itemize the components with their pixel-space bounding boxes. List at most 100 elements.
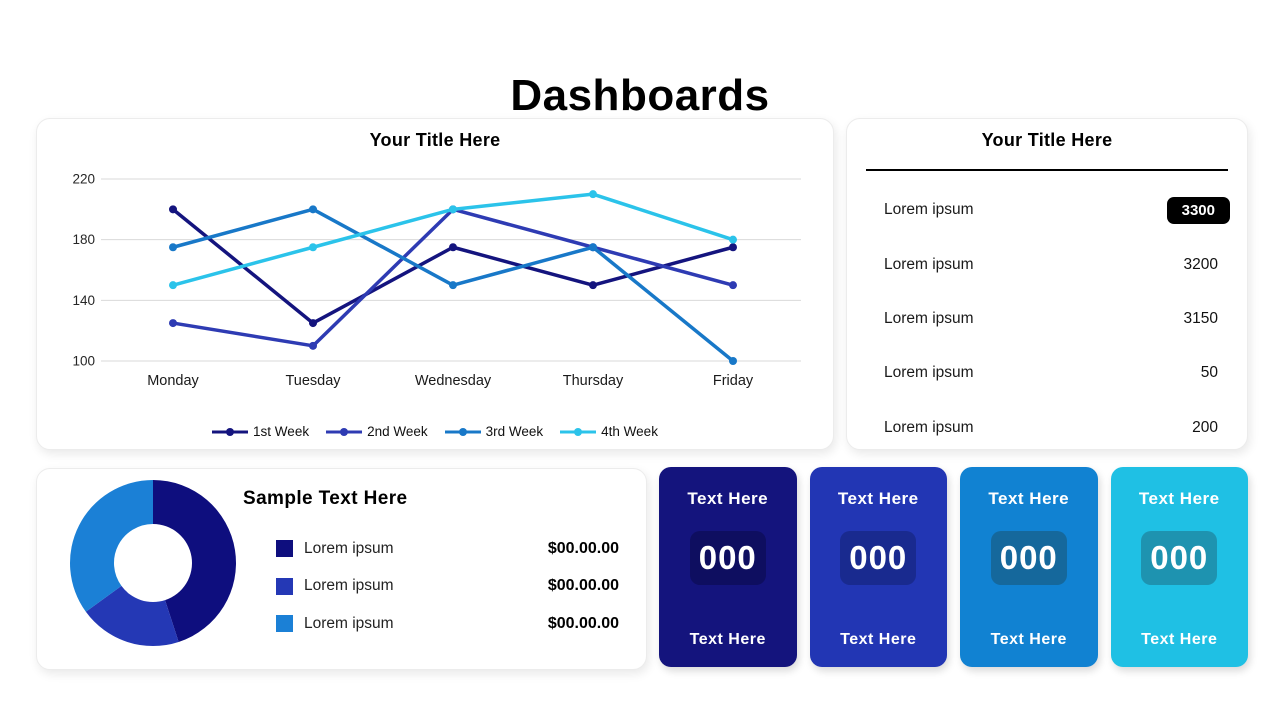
data-point-marker xyxy=(169,205,177,214)
data-point-marker xyxy=(589,281,597,290)
line-chart: 220 180 140 100 Monday Tuesday Wednesday Thursd… xyxy=(72,172,801,389)
color-swatch-icon xyxy=(276,615,293,633)
legend-marker-icon xyxy=(326,427,363,436)
stats-row-value: 200 xyxy=(1192,418,1218,436)
kpi-bottom-label: Text Here xyxy=(1141,631,1218,648)
stats-row-value: 50 xyxy=(1200,364,1218,382)
kpi-card: Text Here 000 Text Here xyxy=(1110,467,1248,667)
legend-item: 2nd Week xyxy=(326,424,428,439)
x-axis-category-label: Wednesday xyxy=(415,373,492,389)
kpi-card: Text Here 000 Text Here xyxy=(960,467,1098,667)
y-axis-tick-label: 180 xyxy=(72,232,95,247)
data-point-marker xyxy=(309,205,317,214)
stats-row: Lorem ipsum 3150 xyxy=(884,292,1218,346)
data-point-marker xyxy=(309,341,317,350)
kpi-bottom-label: Text Here xyxy=(840,631,917,648)
stats-row-value: 3150 xyxy=(1183,309,1218,327)
stats-row-label: Lorem ipsum xyxy=(884,255,974,273)
data-point-marker xyxy=(449,205,457,214)
y-axis-tick-label: 100 xyxy=(72,354,95,369)
stats-row-value: 3200 xyxy=(1183,255,1218,273)
data-point-marker xyxy=(589,190,597,199)
x-axis-category-label: Thursday xyxy=(563,373,624,389)
page-title: Dashboards xyxy=(510,71,770,121)
legend-label: 4th Week xyxy=(601,424,658,439)
data-point-marker xyxy=(729,357,737,365)
kpi-card: Text Here 000 Text Here xyxy=(659,467,797,667)
data-point-marker xyxy=(169,319,177,328)
stats-row: Lorem ipsum 3300 xyxy=(884,183,1230,237)
donut-legend-label: Lorem ipsum xyxy=(304,539,394,557)
legend-item: 3rd Week xyxy=(444,424,544,439)
legend-marker-icon xyxy=(212,427,249,436)
data-point-marker xyxy=(449,243,457,252)
donut-slice xyxy=(153,480,236,642)
stats-value-badge: 3300 xyxy=(1166,196,1230,224)
data-point-marker xyxy=(169,243,177,252)
y-axis-tick-label: 220 xyxy=(72,172,95,187)
stats-row: Lorem ipsum 3200 xyxy=(884,237,1218,291)
kpi-value-box: 000 xyxy=(990,531,1067,585)
kpi-top-label: Text Here xyxy=(988,489,1070,508)
kpi-card-row: Text Here 000 Text Here Text Here 000 Text He… xyxy=(659,467,1248,667)
kpi-value-box: 000 xyxy=(840,531,917,585)
donut-legend-row: Lorem ipsum $00.00.00 xyxy=(276,605,619,643)
line-chart-card: Your Title Here 220 180 140 100 Monday Tuesda… xyxy=(36,118,834,450)
kpi-top-label: Text Here xyxy=(687,489,769,508)
donut-card-title: Sample Text Here xyxy=(243,488,408,509)
donut-legend-amount: $00.00.00 xyxy=(547,539,619,557)
stats-rows: Lorem ipsum 3300 Lorem ipsum 3200 Lorem ipsu… xyxy=(884,183,1230,455)
data-point-marker xyxy=(589,243,597,252)
color-swatch-icon xyxy=(276,577,293,595)
donut-legend-row: Lorem ipsum $00.00.00 xyxy=(276,568,619,606)
x-axis-category-label: Friday xyxy=(713,373,754,389)
line-chart-legend: 1st Week 2nd Week 3rd Week 4th Week xyxy=(37,424,833,439)
x-axis-category-label: Tuesday xyxy=(285,373,341,389)
kpi-value-box: 000 xyxy=(1141,531,1218,585)
donut-legend-label: Lorem ipsum xyxy=(304,577,394,595)
donut-legend-amount: $00.00.00 xyxy=(547,577,619,595)
x-axis-category-label: Monday xyxy=(147,373,199,389)
donut-card: Sample Text Here Lorem ipsum $00.00.00 Lor… xyxy=(36,468,647,670)
stats-card: Your Title Here Lorem ipsum 3300 Lorem ips… xyxy=(846,118,1248,450)
legend-item: 4th Week xyxy=(560,424,658,439)
stats-row: Lorem ipsum 200 xyxy=(884,401,1218,455)
donut-chart xyxy=(70,480,236,646)
divider xyxy=(866,169,1228,171)
donut-legend-row: Lorem ipsum $00.00.00 xyxy=(276,530,619,568)
stats-row-label: Lorem ipsum xyxy=(884,201,974,219)
kpi-value-box: 000 xyxy=(689,531,766,585)
legend-label: 2nd Week xyxy=(367,424,428,439)
legend-marker-icon xyxy=(560,427,597,436)
data-point-marker xyxy=(729,243,737,252)
donut-legend-amount: $00.00.00 xyxy=(547,614,619,632)
y-axis-tick-label: 140 xyxy=(72,293,95,308)
stats-row: Lorem ipsum 50 xyxy=(884,346,1218,400)
stats-row-label: Lorem ipsum xyxy=(884,364,974,382)
donut-slice xyxy=(70,480,153,612)
data-point-marker xyxy=(169,281,177,290)
legend-item: 1st Week xyxy=(212,424,309,439)
kpi-top-label: Text Here xyxy=(837,489,919,508)
stats-row-label: Lorem ipsum xyxy=(884,309,974,327)
series-line xyxy=(171,207,735,325)
kpi-bottom-label: Text Here xyxy=(689,631,766,648)
data-point-marker xyxy=(729,235,737,244)
donut-legend: Lorem ipsum $00.00.00 Lorem ipsum $00.00.00… xyxy=(276,530,619,643)
legend-label: 3rd Week xyxy=(485,424,544,439)
donut-legend-label: Lorem ipsum xyxy=(304,614,394,632)
data-point-marker xyxy=(729,281,737,290)
color-swatch-icon xyxy=(276,540,293,558)
kpi-top-label: Text Here xyxy=(1138,489,1220,508)
data-point-marker xyxy=(309,243,317,252)
donut-slice xyxy=(85,585,179,646)
legend-marker-icon xyxy=(444,427,481,436)
stats-row-label: Lorem ipsum xyxy=(884,418,974,436)
legend-label: 1st Week xyxy=(253,424,310,439)
stats-card-title: Your Title Here xyxy=(981,130,1113,150)
line-chart-title: Your Title Here xyxy=(369,130,501,150)
data-point-marker xyxy=(309,319,317,328)
data-point-marker xyxy=(449,281,457,290)
kpi-card: Text Here 000 Text Here xyxy=(809,467,947,667)
kpi-bottom-label: Text Here xyxy=(990,631,1067,648)
